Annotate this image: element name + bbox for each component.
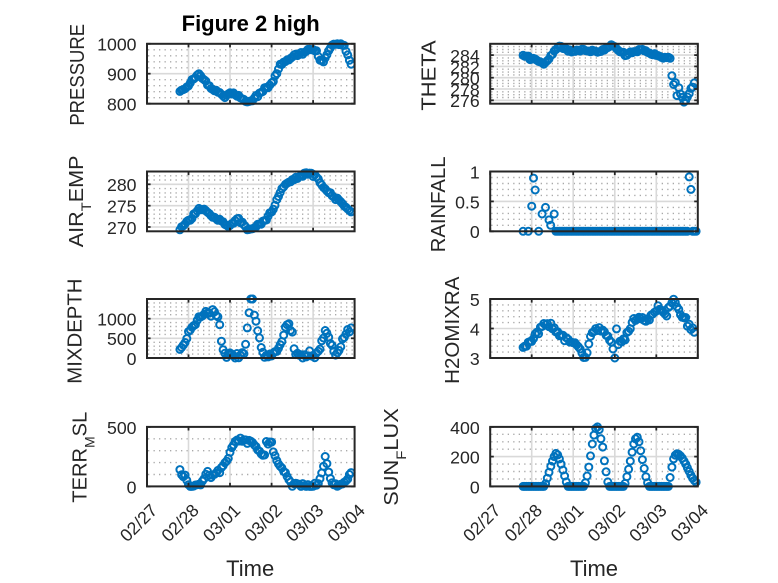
svg-text:500: 500	[107, 329, 137, 349]
svg-text:THETA: THETA	[418, 39, 440, 110]
svg-text:276: 276	[450, 91, 480, 111]
svg-text:0: 0	[470, 222, 480, 242]
svg-text:MIXDEPTH: MIXDEPTH	[64, 278, 86, 383]
svg-text:270: 270	[107, 218, 137, 238]
svg-text:0: 0	[127, 349, 137, 369]
svg-text:H2OMIXRA: H2OMIXRA	[442, 276, 464, 384]
svg-text:PRESSURE: PRESSURE	[66, 24, 89, 126]
svg-text:4: 4	[470, 319, 480, 339]
svg-text:900: 900	[107, 65, 137, 85]
svg-text:Time: Time	[570, 556, 618, 581]
svg-text:1000: 1000	[97, 35, 137, 55]
svg-text:TERRM​SL: TERRM​SL	[69, 412, 97, 503]
svg-text:500: 500	[107, 418, 137, 438]
svg-text:200: 200	[450, 448, 480, 468]
svg-text:280: 280	[450, 69, 480, 89]
svg-text:5: 5	[470, 290, 480, 310]
svg-text:282: 282	[450, 57, 480, 77]
svg-text:1000: 1000	[97, 310, 137, 330]
svg-text:284: 284	[450, 46, 480, 66]
svg-text:280: 280	[107, 175, 137, 195]
svg-text:0.5: 0.5	[455, 192, 480, 212]
svg-text:1: 1	[470, 162, 480, 182]
svg-text:0: 0	[127, 477, 137, 497]
svg-text:AIRT​EMP: AIRT​EMP	[66, 156, 95, 248]
svg-text:Time: Time	[226, 556, 274, 581]
svg-text:800: 800	[107, 95, 137, 115]
svg-text:275: 275	[107, 197, 137, 217]
svg-text:RAINFALL: RAINFALL	[428, 156, 450, 252]
svg-text:0: 0	[470, 477, 480, 497]
svg-text:3: 3	[470, 349, 480, 369]
svg-text:400: 400	[450, 418, 480, 438]
svg-text:278: 278	[450, 80, 480, 100]
svg-text:SUNF​LUX: SUNF​LUX	[381, 408, 410, 506]
svg-text:Figure 2 high: Figure 2 high	[182, 11, 320, 36]
